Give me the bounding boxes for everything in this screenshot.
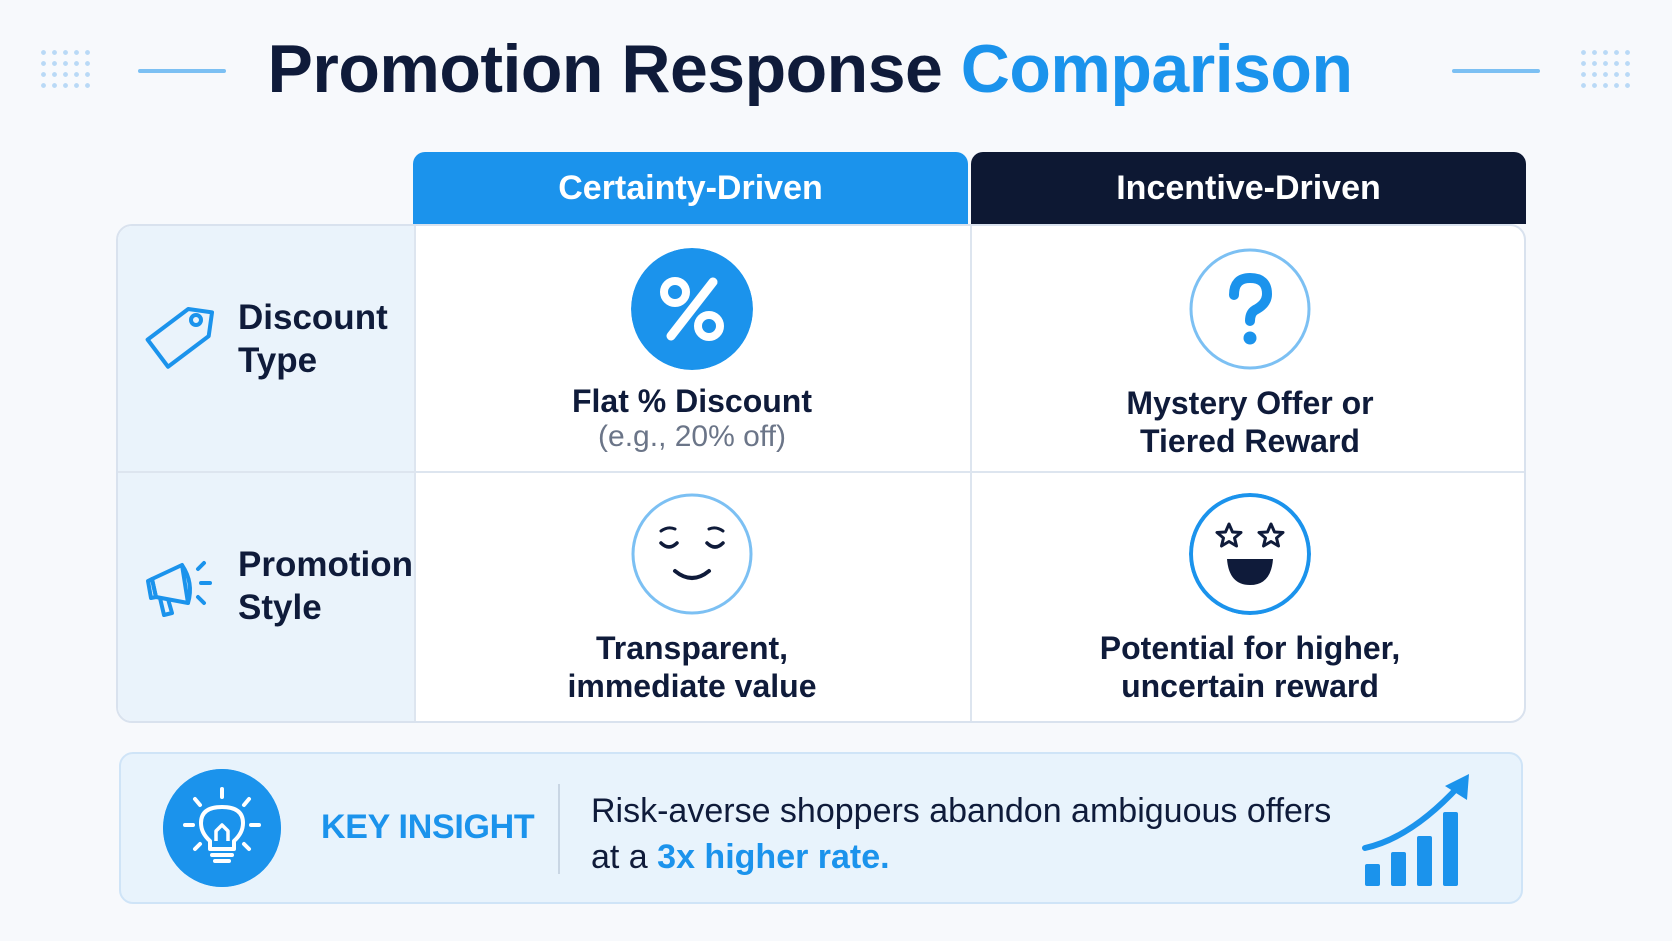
lightbulb-icon: [163, 769, 281, 887]
page-title: Promotion Response Comparison: [200, 30, 1420, 108]
insight-divider: [558, 784, 560, 874]
cell-certainty-style: Transparent, immediate value: [414, 473, 970, 718]
cell-main-text: Mystery Offer or Tiered Reward: [1126, 385, 1374, 459]
title-main: Promotion Response: [267, 31, 943, 107]
decorative-dots-right: [1578, 47, 1634, 93]
insight-text-line2: at a 3x higher rate.: [591, 834, 1331, 880]
title-rule-left: [138, 69, 226, 73]
cell-certainty-discount: Flat % Discount (e.g., 20% off): [414, 226, 970, 471]
row-label-text: Discount Type: [238, 298, 388, 380]
insight-text-line1: Risk-averse shoppers abandon ambiguous o…: [591, 792, 1332, 830]
decorative-dots-left: [38, 47, 94, 93]
cell-main-text: Potential for higher, uncertain reward: [1099, 630, 1401, 704]
row-divider: [118, 471, 1524, 473]
cell-main-text: Flat % Discount: [571, 383, 812, 419]
row-label-text: Promotion Style: [238, 545, 413, 627]
column-divider: [970, 226, 972, 721]
title-accent: Comparison: [960, 31, 1353, 107]
title-rule-right: [1452, 69, 1540, 73]
question-mark-icon: [1189, 248, 1311, 370]
key-insight-text: Risk-averse shoppers abandon ambiguous o…: [591, 788, 1331, 880]
percent-icon: [631, 248, 753, 370]
column-header-certainty: Certainty-Driven: [413, 152, 968, 224]
key-insight-label: KEY INSIGHT: [321, 808, 535, 846]
star-eyes-face-icon: [1189, 493, 1311, 615]
insight-text-highlight: 3x higher rate.: [657, 838, 890, 876]
column-header-incentive: Incentive-Driven: [971, 152, 1526, 224]
growth-chart-icon: [1362, 774, 1469, 886]
cell-sub-text: (e.g., 20% off): [598, 420, 786, 453]
price-tag-icon: [145, 306, 215, 369]
calm-face-icon: [631, 493, 753, 615]
insight-text-prefix: at a: [591, 838, 658, 876]
cell-incentive-discount: Mystery Offer or Tiered Reward: [972, 226, 1524, 471]
row-label-discount-type: Discount Type: [118, 226, 414, 471]
key-insight-panel: KEY INSIGHT Risk-averse shoppers abandon…: [119, 752, 1523, 904]
comparison-table: Discount Type Promotion Style Flat % Dis…: [116, 224, 1526, 723]
row-label-promotion-style: Promotion Style: [118, 473, 414, 718]
cell-incentive-style: Potential for higher, uncertain reward: [972, 473, 1524, 718]
cell-main-text: Transparent, immediate value: [567, 630, 817, 704]
megaphone-icon: [146, 561, 212, 617]
column-divider: [414, 226, 416, 721]
